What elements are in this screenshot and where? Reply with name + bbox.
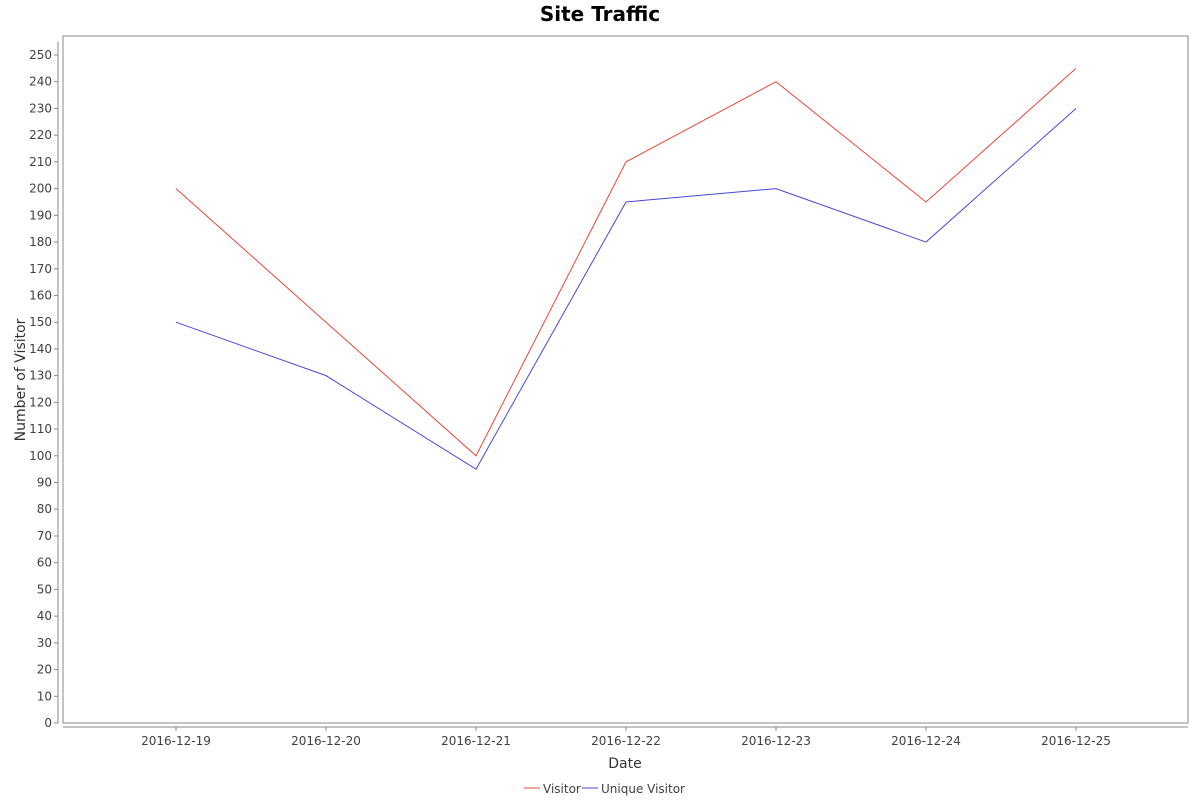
- x-tick-label: 2016-12-21: [441, 734, 511, 748]
- y-tick-label: 20: [37, 663, 52, 677]
- y-tick-label: 220: [29, 128, 52, 142]
- y-tick-label: 60: [37, 556, 52, 570]
- legend-label: Visitor: [543, 782, 581, 796]
- x-tick-label: 2016-12-25: [1041, 734, 1111, 748]
- x-tick-label: 2016-12-19: [141, 734, 211, 748]
- y-tick-label: 120: [29, 395, 52, 409]
- y-tick-label: 10: [37, 689, 52, 703]
- legend: Visitor Unique Visitor: [524, 782, 685, 796]
- y-tick-label: 90: [37, 476, 52, 490]
- x-tick-label: 2016-12-22: [591, 734, 661, 748]
- y-tick-label: 50: [37, 582, 52, 596]
- y-tick-label: 150: [29, 315, 52, 329]
- y-tick-label: 130: [29, 369, 52, 383]
- legend-label: Unique Visitor: [601, 782, 685, 796]
- y-tick-label: 200: [29, 182, 52, 196]
- y-tick-label: 180: [29, 235, 52, 249]
- y-tick-label: 110: [29, 422, 52, 436]
- x-axis-label: Date: [608, 756, 641, 772]
- y-tick-label: 0: [44, 716, 52, 730]
- y-tick-label: 190: [29, 208, 52, 222]
- y-tick-label: 240: [29, 75, 52, 89]
- plot-area: [63, 36, 1188, 723]
- y-tick-label: 210: [29, 155, 52, 169]
- y-tick-label: 140: [29, 342, 52, 356]
- x-axis: 2016-12-19 2016-12-20 2016-12-21 2016-12-22…: [63, 727, 1188, 748]
- y-tick-label: 170: [29, 262, 52, 276]
- y-axis: 0 10 20 30 40 50 60 70 80 90 100 110 120 130 140 150 160…: [29, 42, 58, 730]
- x-tick-label: 2016-12-23: [741, 734, 811, 748]
- y-tick-label: 160: [29, 288, 52, 302]
- x-tick-label: 2016-12-20: [291, 734, 361, 748]
- y-tick-label: 80: [37, 502, 52, 516]
- y-axis-label: Number of Visitor: [13, 318, 29, 441]
- y-tick-label: 230: [29, 101, 52, 115]
- x-tick-label: 2016-12-24: [891, 734, 961, 748]
- y-tick-label: 100: [29, 449, 52, 463]
- chart-title: Site Traffic: [540, 2, 660, 26]
- y-tick-label: 250: [29, 48, 52, 62]
- y-tick-label: 40: [37, 609, 52, 623]
- y-tick-label: 30: [37, 636, 52, 650]
- y-tick-label: 70: [37, 529, 52, 543]
